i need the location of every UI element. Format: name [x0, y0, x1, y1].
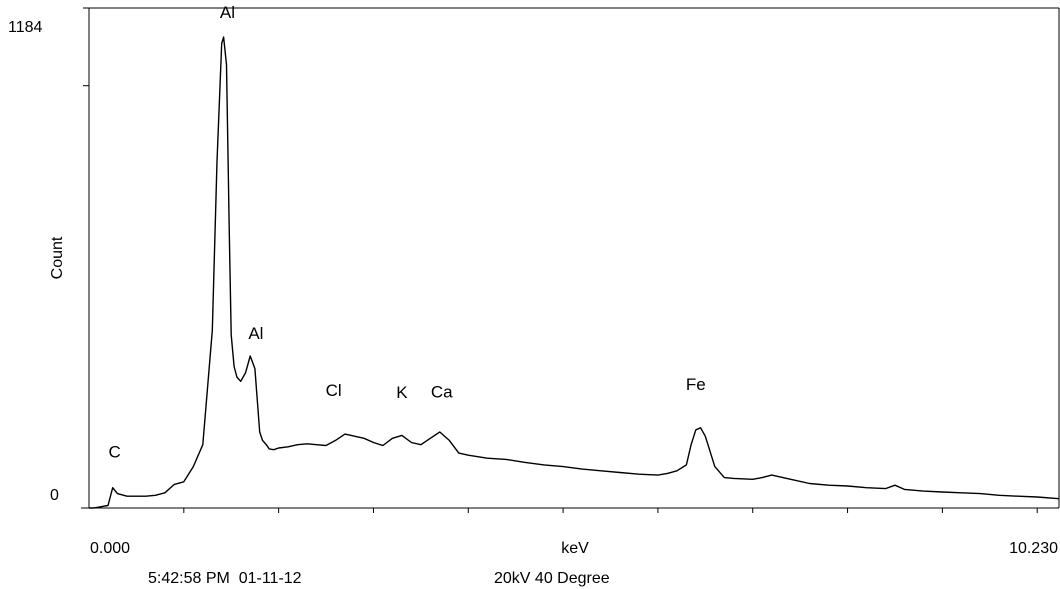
peak-label-k: K: [396, 383, 408, 402]
x-tick-label-end: 10.230: [1009, 540, 1058, 557]
peak-label-c: C: [108, 442, 120, 461]
peak-label-ca: Ca: [431, 382, 453, 401]
spectrum-line: [89, 36, 1060, 509]
peak-label-al: Al: [248, 324, 263, 343]
conditions-label: 20kV 40 Degree: [494, 570, 610, 587]
y-tick-label-bottom: 0: [50, 487, 59, 504]
peak-label-fe: Fe: [686, 375, 706, 394]
plot-area: C Al Al Cl K Ca Fe: [81, 3, 1060, 513]
x-axis-label: keV: [561, 540, 589, 557]
peak-label-cl: Cl: [326, 381, 342, 400]
y-tick-label-top: 1184: [8, 19, 43, 36]
timestamp-label: 5:42:58 PM 01-11-12: [148, 570, 302, 587]
y-axis-label: Count: [49, 236, 66, 279]
peak-label-al: Al: [220, 3, 235, 22]
x-tick-label-start: 0.000: [90, 540, 130, 557]
